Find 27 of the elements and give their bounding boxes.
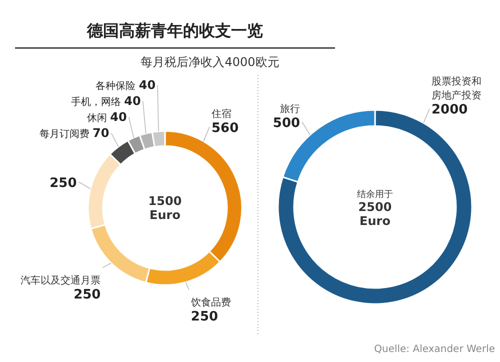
- data-label: 560: [212, 120, 239, 136]
- data-label: 70: [92, 126, 110, 140]
- text: 2500: [358, 200, 392, 214]
- slice-label: 住宿: [212, 108, 232, 120]
- text: Euro: [360, 214, 390, 228]
- slice-label: 旅行: [280, 102, 300, 115]
- slice-label: 每月订阅费: [39, 128, 92, 140]
- data-label: 500: [272, 116, 300, 131]
- data-label: 250: [74, 288, 101, 303]
- chart-title: 德国高薪青年的收支一览: [86, 21, 263, 40]
- data-label: 2000: [432, 102, 468, 118]
- slice-label: 饮食品费: [190, 296, 231, 309]
- slice-label: 休闲: [86, 112, 110, 124]
- data-label: 40: [124, 94, 141, 108]
- data-label: 250: [190, 310, 218, 325]
- data-label: 40: [110, 110, 127, 124]
- slice-label: 汽车以及交通月票: [20, 274, 101, 287]
- slice-label: 股票投资和房地产投资: [432, 76, 482, 102]
- data-label: 250: [50, 176, 77, 191]
- text: 1500: [148, 194, 182, 208]
- slice-label: 各种保险: [96, 80, 139, 92]
- text: Euro: [150, 208, 180, 222]
- source-note: Quelle: Alexander Werle: [374, 344, 495, 355]
- data-label: 40: [138, 78, 156, 92]
- text: 结余用于: [357, 189, 393, 200]
- chart-subtitle: 每月税后净收入4000欧元: [140, 55, 280, 69]
- slice-label: 手机，网络: [70, 96, 124, 108]
